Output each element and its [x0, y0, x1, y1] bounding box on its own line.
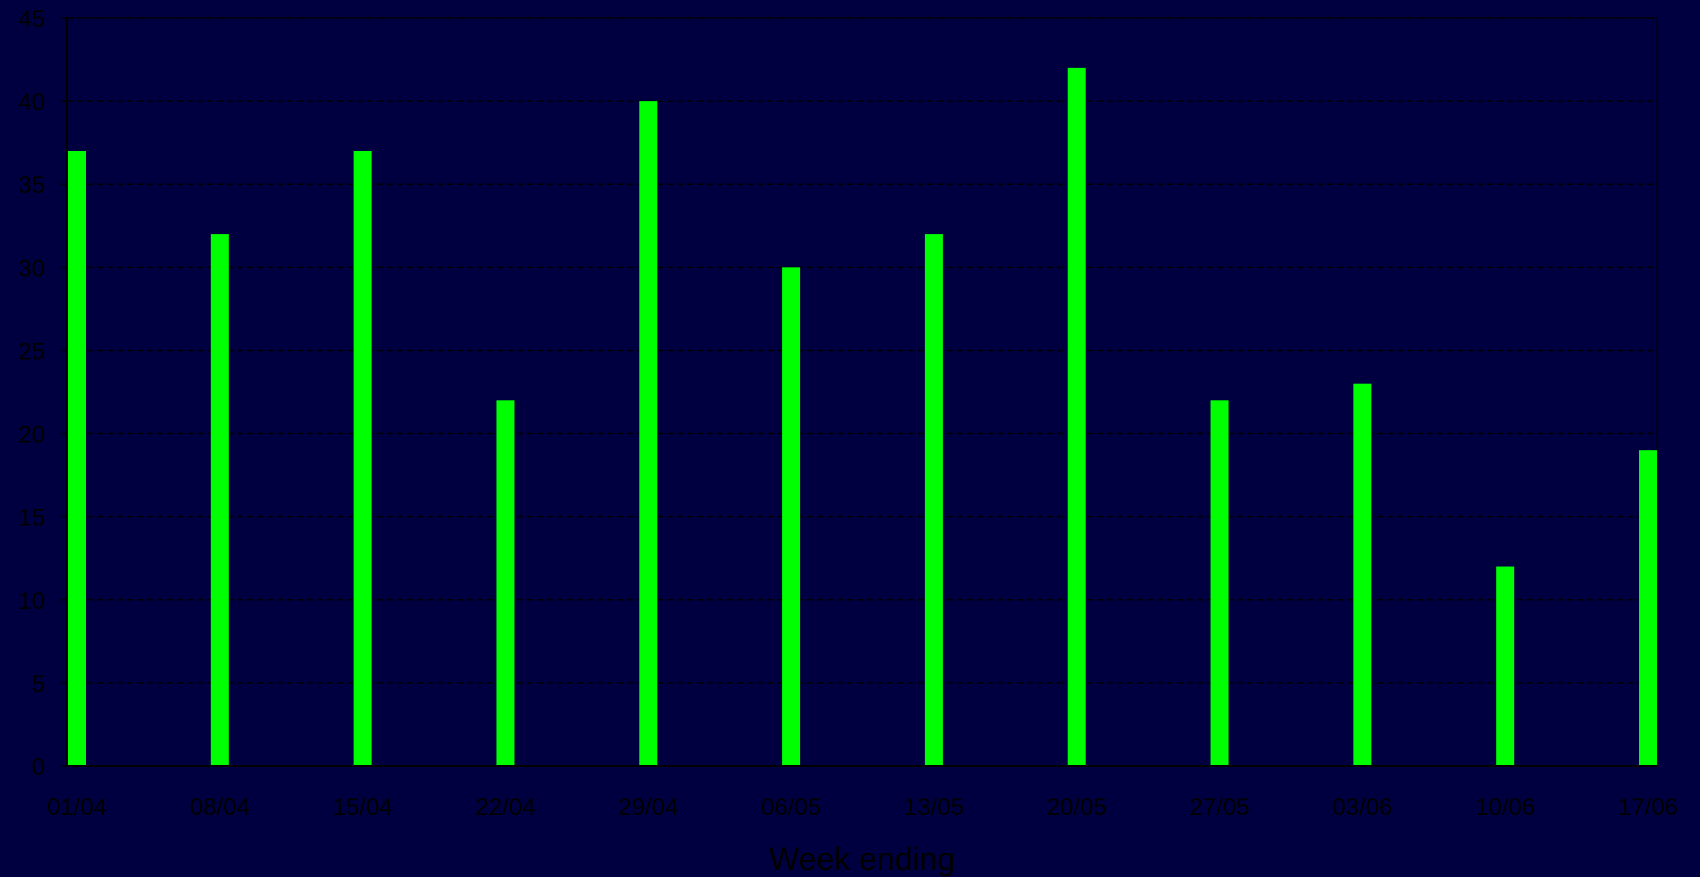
plot-area-border — [66, 17, 1658, 767]
bar-17-06 — [1639, 450, 1657, 766]
bar-08-04 — [210, 234, 229, 767]
bars — [68, 67, 1657, 767]
y-tick-label: 35 — [18, 172, 45, 199]
bar-29-04 — [639, 101, 658, 767]
bar-13-05 — [924, 234, 943, 767]
x-tick-label: 13/05 — [904, 794, 964, 821]
x-tick-label: 03/06 — [1332, 794, 1392, 821]
bar-22-04 — [496, 400, 515, 766]
x-axis-title: Week ending — [769, 841, 955, 877]
x-tick-label: 20/05 — [1047, 794, 1107, 821]
x-tick-label: 10/06 — [1475, 794, 1535, 821]
x-tick-labels: 01/04 08/04 15/04 22/04 29/04 06/05 13/05 20/05… — [47, 794, 1678, 821]
x-tick-label: 01/04 — [47, 794, 107, 821]
y-tick-label: 25 — [18, 338, 45, 365]
y-tick-labels: 0 5 10 15 20 25 30 35 40 45 — [18, 6, 45, 781]
bar-01-04 — [68, 150, 86, 766]
x-tick-label: 29/04 — [618, 794, 678, 821]
x-tick-label: 15/04 — [333, 794, 393, 821]
y-tick-label: 0 — [32, 754, 45, 781]
x-tick-label: 08/04 — [190, 794, 250, 821]
y-tick-label: 15 — [18, 505, 45, 532]
y-tick-label: 45 — [18, 6, 45, 33]
bar-27-05 — [1210, 400, 1229, 766]
x-tick-label: 27/05 — [1190, 794, 1250, 821]
bar-15-04 — [353, 150, 372, 766]
y-tick-label: 30 — [18, 255, 45, 282]
bar-20-05 — [1067, 67, 1086, 766]
bar-06-05 — [782, 267, 801, 766]
y-tick-label: 10 — [18, 588, 45, 615]
x-tick-label: 17/06 — [1618, 794, 1678, 821]
x-tick-label: 22/04 — [475, 794, 535, 821]
gridlines — [66, 17, 1658, 767]
x-tick-label: 06/05 — [761, 794, 821, 821]
axes — [61, 17, 1657, 767]
bar-10-06 — [1496, 566, 1515, 766]
y-tick-label: 40 — [18, 89, 45, 116]
bar-03-06 — [1353, 383, 1372, 766]
y-tick-label: 20 — [18, 422, 45, 449]
y-tick-label: 5 — [32, 671, 45, 698]
